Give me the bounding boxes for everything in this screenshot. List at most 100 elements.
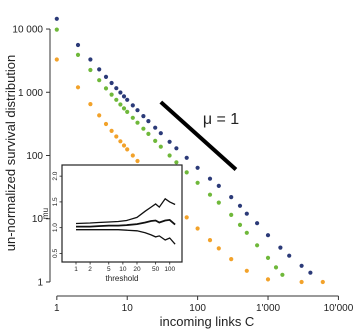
inset-frame — [61, 164, 183, 263]
series-1-point — [88, 67, 93, 73]
series-1-point — [121, 106, 127, 111]
series-0-point — [167, 139, 172, 144]
series-0-point — [118, 90, 123, 95]
series-1-point — [54, 27, 59, 32]
series-1-point — [125, 109, 130, 114]
inset-x-tick-label: 100 — [164, 266, 175, 273]
series-2-point — [88, 102, 93, 107]
series-1-point — [174, 160, 179, 165]
main-y-ticks: 1 10 100 1 000 10 000 — [12, 25, 50, 288]
y-tick-label: 1 — [37, 277, 43, 288]
series-0-point — [244, 211, 249, 216]
series-1-point — [130, 115, 135, 120]
series-0-point — [103, 74, 109, 79]
inset-y-ticks: 0.5 1.0 1.5 2.0 — [52, 171, 62, 258]
x-tick-label: 10'000 — [324, 303, 354, 314]
series-1-point — [103, 86, 109, 91]
inset-x-ticks: 1 2 5 10 20 50 100 — [74, 262, 176, 273]
series-2-point — [118, 139, 123, 144]
x-tick-label: 1'000 — [256, 303, 281, 314]
series-1-point — [97, 78, 102, 83]
series-2-point — [121, 143, 127, 148]
series-0-point — [88, 57, 93, 62]
inset-x-tick-label: 50 — [152, 266, 160, 273]
reference-slope-label: μ = 1 — [203, 111, 239, 128]
series-0-point — [54, 16, 59, 21]
series-0-point — [153, 125, 158, 130]
series-0-point — [255, 221, 260, 226]
series-0-point — [207, 176, 213, 181]
series-0-point — [184, 155, 189, 160]
x-tick-label: 100 — [189, 303, 206, 314]
series-2-point — [265, 277, 271, 282]
series-0-point — [287, 253, 292, 258]
series-1-point — [141, 126, 146, 131]
series-2-point — [216, 246, 221, 251]
inset-series-layer — [75, 197, 176, 245]
series-2-point — [103, 121, 109, 127]
series-1-point — [229, 212, 234, 217]
inset-series-1-line — [75, 197, 176, 225]
series-2-point — [299, 279, 304, 285]
series-0-point — [158, 131, 163, 136]
series-2-point — [207, 238, 213, 243]
inset-y-tick-label: 0.5 — [52, 249, 59, 258]
inset-chart: 1 2 5 10 20 50 100 0.5 1.0 1.5 2.0 threshold mu — [41, 164, 183, 283]
series-1-point — [280, 272, 285, 277]
series-2-point — [130, 153, 135, 158]
series-1-point — [114, 97, 119, 102]
inset-x-axis-title: threshold — [106, 274, 139, 283]
inset-series-2-line — [76, 229, 176, 245]
series-0-point — [97, 67, 102, 72]
series-0-point — [121, 94, 127, 99]
series-2-point — [109, 128, 114, 133]
series-1-point — [216, 200, 221, 205]
series-2-point — [195, 226, 200, 231]
series-2-point — [244, 268, 249, 273]
series-0-point — [265, 233, 271, 238]
series-2-point — [97, 113, 102, 118]
series-0-point — [141, 114, 146, 119]
series-2-point — [125, 147, 130, 152]
series-2-point — [135, 158, 140, 164]
inset-x-tick-label: 1 — [74, 266, 78, 273]
inset-y-tick-label: 1.0 — [52, 223, 59, 232]
series-0-point — [174, 146, 179, 151]
series-1-point — [273, 265, 279, 270]
inset-x-tick-label: 10 — [119, 266, 127, 273]
series-0-point — [278, 245, 283, 250]
series-0-point — [135, 108, 140, 113]
series-0-point — [299, 263, 304, 268]
series-1-point — [237, 222, 243, 227]
inset-y-tick-label: 2.0 — [52, 171, 59, 180]
series-2-point — [75, 85, 81, 90]
series-1-point — [135, 120, 140, 125]
inset-x-tick-label: 2 — [88, 266, 92, 273]
x-tick-label: 1 — [54, 303, 60, 314]
series-1-point — [153, 138, 158, 143]
y-tick-label: 100 — [26, 151, 43, 162]
inset-x-tick-label: 5 — [107, 266, 111, 273]
series-1-point — [244, 230, 249, 235]
series-2-point — [54, 57, 59, 62]
reference-slope-line — [159, 100, 238, 172]
series-0-point — [237, 203, 243, 208]
series-0-point — [229, 195, 234, 200]
x-axis-title: incoming links C — [160, 314, 255, 329]
y-tick-label: 10 000 — [12, 25, 43, 36]
series-1-point — [255, 243, 260, 248]
x-tick-label: 10 — [122, 303, 134, 314]
series-2-point — [184, 215, 189, 220]
series-0-point — [109, 80, 114, 86]
series-2-point — [229, 257, 234, 262]
series-2-point — [320, 279, 325, 285]
series-0-point — [146, 119, 151, 124]
series-1-point — [75, 52, 81, 58]
y-tick-label: 10 — [32, 214, 44, 225]
series-1-point — [109, 92, 114, 97]
main-x-ticks: 1 10 100 1'000 10'000 — [54, 296, 354, 314]
series-0-point — [114, 86, 119, 91]
inset-x-tick-label: 20 — [133, 266, 141, 273]
series-1-point — [207, 192, 213, 197]
inset-y-axis-title: mu — [41, 208, 50, 219]
